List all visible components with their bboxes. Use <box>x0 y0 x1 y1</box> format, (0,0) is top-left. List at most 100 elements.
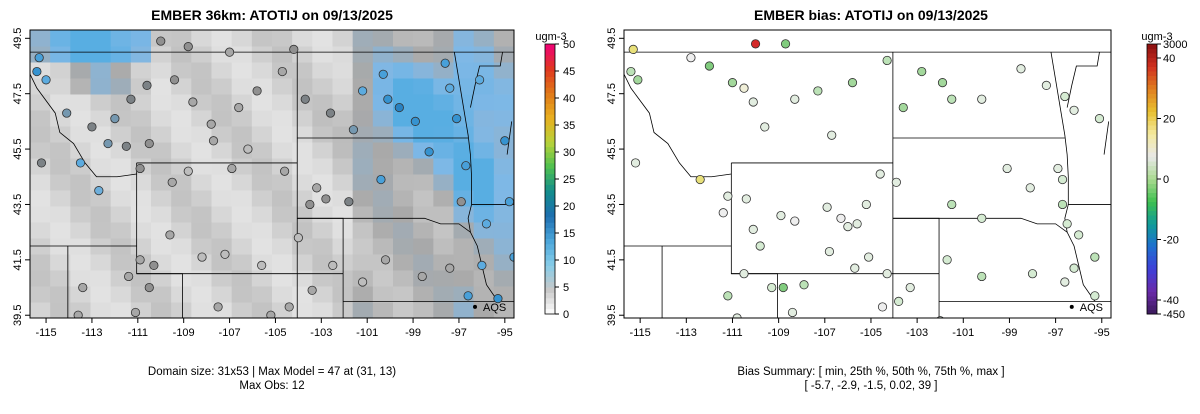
heatmap-cell <box>433 158 454 175</box>
heatmap-cell <box>493 94 514 111</box>
heatmap-cell <box>453 254 475 271</box>
heatmap-cell <box>70 190 91 207</box>
heatmap-cell <box>433 62 454 79</box>
colorbar-segment <box>1147 219 1157 225</box>
heatmap-cell <box>70 126 91 143</box>
heatmap-cell <box>110 46 132 63</box>
station-marker <box>628 44 638 54</box>
heatmap-cell <box>473 62 495 79</box>
station-marker <box>942 255 952 265</box>
heatmap-cell <box>272 222 293 239</box>
model-heatmap <box>30 30 514 318</box>
heatmap-cell <box>453 238 475 255</box>
left-colorbar: 0 5 10 15 20 25 30 35 40 45 50 <box>544 39 575 321</box>
heatmap-cell <box>191 302 212 318</box>
station-marker <box>1074 230 1084 240</box>
heatmap-cell <box>90 78 112 95</box>
state-border <box>624 73 732 178</box>
heatmap-cell <box>393 110 414 127</box>
colorbar-segment <box>1147 246 1157 252</box>
station-marker <box>891 177 901 187</box>
station-marker <box>410 116 420 126</box>
x-tick-label: -103 <box>906 327 928 339</box>
y-tick-label: 39.5 <box>606 305 618 326</box>
colorbar-segment <box>545 135 555 142</box>
heatmap-cell <box>171 222 192 239</box>
heatmap-cell <box>272 254 293 271</box>
heatmap-cell <box>453 302 475 318</box>
heatmap-cell <box>231 254 253 271</box>
colorbar-segment <box>545 114 555 121</box>
x-tick-label: -97 <box>451 327 467 339</box>
colorbar-segment <box>1147 53 1157 58</box>
station-marker <box>882 55 892 66</box>
heatmap-cell <box>433 174 454 191</box>
heatmap-cell <box>151 78 172 95</box>
heatmap-cell <box>393 78 414 95</box>
station-marker <box>1053 163 1063 174</box>
station-marker <box>937 78 948 88</box>
state-border <box>297 217 471 233</box>
x-tick-label: -95 <box>497 327 513 339</box>
right-caption-line-1: Bias Summary: [ min, 25th %, 50th %, 75t… <box>737 366 1004 378</box>
heatmap-cell <box>413 222 434 239</box>
heatmap-cell <box>151 126 172 143</box>
heatmap-cell <box>171 142 192 159</box>
station-marker <box>894 296 904 306</box>
station-marker <box>325 108 336 118</box>
left-caption-line-2: Max Obs: 12 <box>239 380 304 392</box>
station-marker <box>126 94 136 104</box>
heatmap-cell <box>453 206 475 223</box>
station-marker <box>358 86 368 96</box>
heatmap-cell <box>493 30 514 47</box>
aqs-site-label: AQS <box>1080 302 1103 314</box>
heatmap-cell <box>130 126 152 143</box>
left-title: EMBER 36km: ATOTIJ on 09/13/2025 <box>151 7 393 23</box>
heatmap-cell <box>50 286 71 303</box>
heatmap-cell <box>473 142 495 159</box>
heatmap-cell <box>151 174 172 191</box>
colorbar-segment <box>545 92 555 99</box>
colorbar-segment <box>1147 201 1157 207</box>
heatmap-cell <box>453 270 475 287</box>
colorbar-segment <box>1147 273 1157 279</box>
station-marker <box>383 94 393 104</box>
heatmap-cell <box>272 238 293 255</box>
heatmap-cell <box>50 30 71 47</box>
station-marker <box>208 136 219 146</box>
heatmap-cell <box>211 30 233 47</box>
heatmap-cell <box>312 206 333 223</box>
colorbar-tick-label: 25 <box>563 174 575 186</box>
heatmap-cell <box>90 190 112 207</box>
heatmap-cell <box>473 110 495 127</box>
colorbar-segment <box>1147 156 1157 162</box>
left-station-markers <box>32 36 514 318</box>
heatmap-cell <box>251 174 273 191</box>
heatmap-cell <box>352 62 374 79</box>
heatmap-cell <box>30 190 51 207</box>
heatmap-cell <box>130 270 152 287</box>
heatmap-cell <box>231 270 253 287</box>
heatmap-cell <box>191 270 212 287</box>
heatmap-cell <box>413 126 434 143</box>
station-marker <box>748 97 758 107</box>
heatmap-cell <box>191 142 212 159</box>
colorbar-segment <box>1147 305 1157 310</box>
station-marker <box>220 249 230 259</box>
station-marker <box>144 138 154 149</box>
colorbar-segment <box>1147 255 1157 261</box>
heatmap-cell <box>453 142 475 159</box>
heatmap-cell <box>151 94 172 111</box>
heatmap-cell <box>30 206 51 223</box>
x-tick-label: -105 <box>860 327 882 339</box>
station-marker <box>305 199 315 210</box>
heatmap-cell <box>30 254 51 271</box>
heatmap-cell <box>211 270 233 287</box>
heatmap-cell <box>90 94 112 111</box>
colorbar-segment <box>1147 260 1157 265</box>
station-marker <box>149 260 159 270</box>
heatmap-cell <box>332 78 354 95</box>
heatmap-cell <box>352 238 374 255</box>
state-border <box>892 217 940 274</box>
heatmap-cell <box>473 302 495 318</box>
